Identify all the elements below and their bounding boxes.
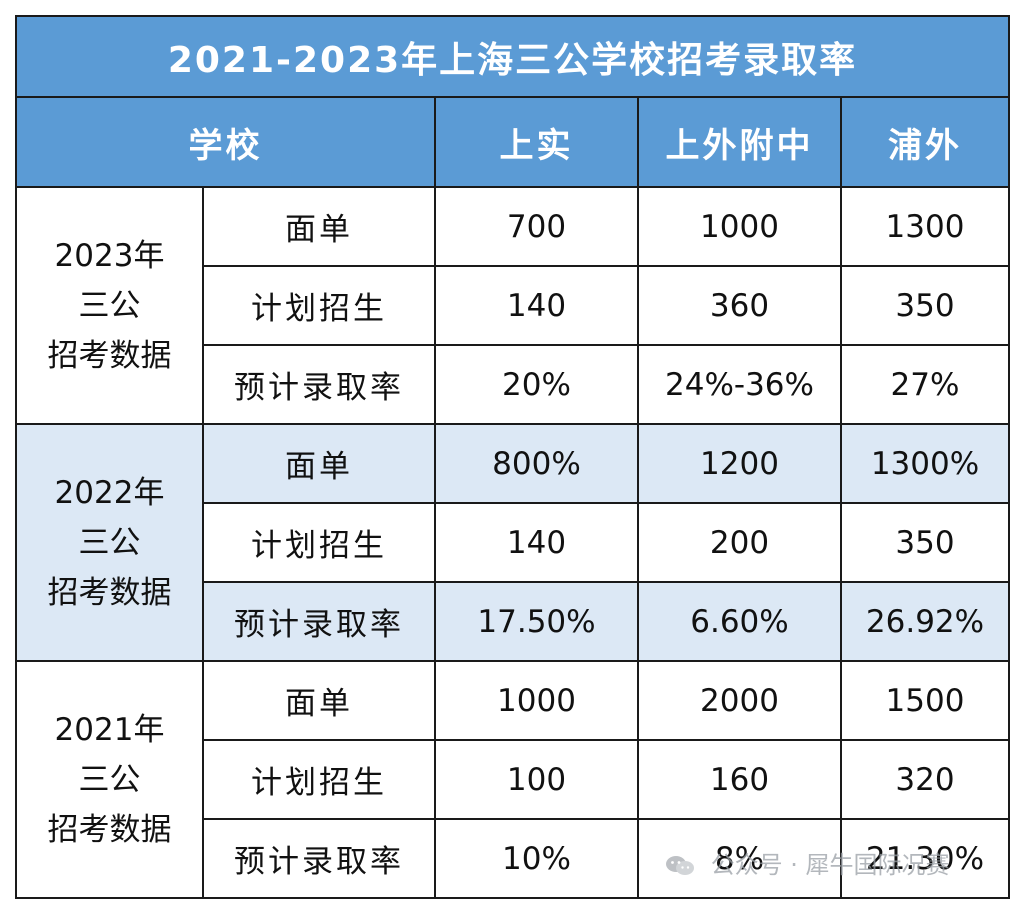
- row-label: 计划招生: [202, 502, 436, 583]
- year-group-2022: 2022年 三公 招考数据: [15, 423, 204, 662]
- group-line-3: 招考数据: [47, 811, 172, 848]
- row-label: 预计录取率: [202, 581, 436, 662]
- watermark-text: 公众号 · 犀牛国际况赛: [710, 851, 950, 879]
- table-cell: 21.30%: [839, 818, 1011, 899]
- table-cell: 800%: [434, 423, 639, 504]
- row-label: 面单: [202, 660, 436, 741]
- table-cell: 350: [839, 265, 1011, 346]
- school-header-shangshi: 上实: [434, 96, 639, 188]
- table-cell: 6.60%: [637, 581, 842, 662]
- table-row: 预计录取率 20% 24%-36% 27%: [16, 344, 1011, 425]
- table-cell: 1300: [839, 186, 1011, 267]
- table-cell: 700: [434, 186, 639, 267]
- row-label: 计划招生: [202, 739, 436, 820]
- row-label: 计划招生: [202, 265, 436, 346]
- row-label: 面单: [202, 186, 436, 267]
- table-cell: 1500: [839, 660, 1011, 741]
- table-cell: 1000: [637, 186, 842, 267]
- table-cell: 17.50%: [434, 581, 639, 662]
- admission-rate-table: 2021-2023年上海三公学校招考录取率 学校 上实 上外附中 浦外 2023…: [14, 15, 1011, 899]
- table-cell: 20%: [434, 344, 639, 425]
- table-cell: 1200: [637, 423, 842, 504]
- table-cell: 350: [839, 502, 1011, 583]
- year-label: 2022年: [54, 474, 165, 511]
- watermark: 公众号 · 犀牛国际况赛: [665, 845, 950, 880]
- row-label: 预计录取率: [202, 344, 436, 425]
- group-line-2: 三公: [78, 287, 141, 324]
- table-cell: 160: [637, 739, 842, 820]
- table-row: 2021年 三公 招考数据 面单 1000 2000 1500: [15, 660, 1011, 899]
- year-label: 2021年: [54, 711, 165, 748]
- group-line-2: 三公: [78, 524, 141, 561]
- table-cell: 200: [637, 502, 842, 583]
- table-cell: 1300%: [839, 423, 1011, 504]
- table-cell: 1000: [434, 660, 639, 741]
- wechat-icon: [665, 855, 695, 877]
- table-row: 2023年 三公 招考数据 面单 700 1000 1300: [15, 186, 1011, 425]
- school-header-puwai: 浦外: [839, 96, 1011, 188]
- group-line-3: 招考数据: [47, 337, 172, 374]
- table-cell: 2000: [637, 660, 842, 741]
- year-group-2023: 2023年 三公 招考数据: [15, 186, 204, 425]
- table-row: 预计录取率 17.50% 6.60% 26.92%: [16, 581, 1011, 662]
- table-cell: 26.92%: [839, 581, 1011, 662]
- table-cell: 10%: [434, 818, 639, 899]
- table-cell: 320: [839, 739, 1011, 820]
- row-label: 预计录取率: [202, 818, 436, 899]
- group-line-2: 三公: [78, 761, 141, 798]
- table-cell: 140: [434, 502, 639, 583]
- table-row: 2022年 三公 招考数据 面单 800% 1200 1300%: [15, 423, 1011, 662]
- year-label: 2023年: [54, 237, 165, 274]
- table-row: 计划招生 100 160 320: [16, 739, 1011, 820]
- row-label: 面单: [202, 423, 436, 504]
- table-row: 预计录取率 10% 8% 21.30%: [16, 818, 1011, 899]
- table-row: 计划招生 140 200 350: [16, 502, 1011, 583]
- group-line-3: 招考数据: [47, 574, 172, 611]
- table-cell: 24%-36%: [637, 344, 842, 425]
- table-cell: 140: [434, 265, 639, 346]
- table-row: 计划招生 140 360 350: [16, 265, 1011, 346]
- year-group-2021: 2021年 三公 招考数据: [15, 660, 204, 899]
- table-cell: 27%: [839, 344, 1011, 425]
- school-header-label: 学校: [15, 96, 436, 188]
- school-header-shangwai: 上外附中: [637, 96, 842, 188]
- table-title: 2021-2023年上海三公学校招考录取率: [14, 15, 1011, 98]
- header-row: 学校 上实 上外附中 浦外: [15, 96, 1011, 188]
- table-cell: 100: [434, 739, 639, 820]
- table-cell: 360: [637, 265, 842, 346]
